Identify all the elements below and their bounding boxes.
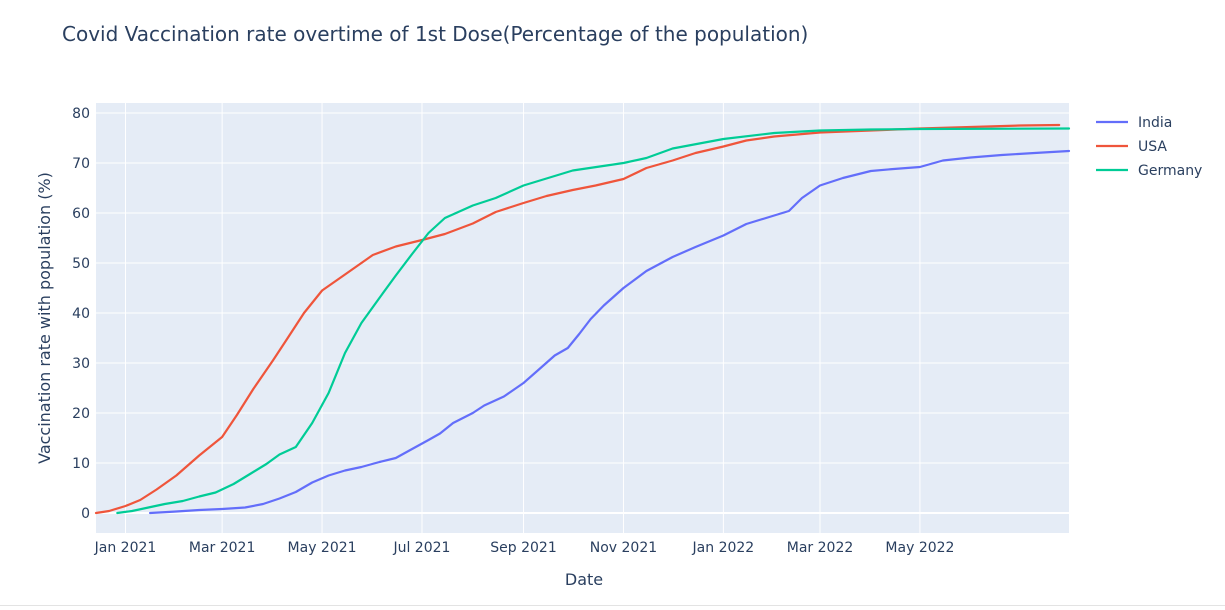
x-axis-title: Date — [565, 570, 603, 589]
x-tick-label: May 2021 — [288, 540, 357, 556]
legend-label: Germany — [1138, 163, 1202, 179]
y-tick-label: 0 — [81, 506, 90, 522]
legend-label: USA — [1138, 139, 1167, 155]
x-tick-label: Jul 2021 — [392, 540, 450, 556]
y-tick-label: 70 — [72, 156, 90, 172]
x-tick-label: May 2022 — [885, 540, 954, 556]
y-tick-label: 80 — [72, 106, 90, 122]
gridlines — [96, 103, 1069, 533]
plot-area — [96, 103, 1069, 533]
legend-item-usa[interactable]: USA — [1096, 139, 1167, 155]
x-tick-label: Sep 2021 — [490, 540, 556, 556]
series-lines — [94, 123, 1071, 515]
y-tick-label: 30 — [72, 356, 90, 372]
x-tick-label: Jan 2021 — [94, 540, 157, 556]
series-line-germany — [116, 127, 1071, 515]
legend[interactable]: India USA Germany — [1096, 115, 1202, 179]
series-line-usa — [94, 123, 1061, 515]
y-tick-label: 40 — [72, 306, 90, 322]
y-axis-title: Vaccination rate with population (%) — [35, 172, 54, 464]
legend-item-india[interactable]: India — [1096, 115, 1172, 131]
x-tick-label: Jan 2022 — [692, 540, 755, 556]
y-tick-label: 60 — [72, 206, 90, 222]
y-tick-label: 20 — [72, 406, 90, 422]
x-tick-label: Nov 2021 — [590, 540, 657, 556]
x-tick-label: Mar 2022 — [787, 540, 854, 556]
legend-label: India — [1138, 115, 1172, 131]
legend-item-germany[interactable]: Germany — [1096, 163, 1202, 179]
y-tick-label: 10 — [72, 456, 90, 472]
series-line-india — [149, 149, 1071, 515]
y-tick-label: 50 — [72, 256, 90, 272]
axis-ticks: 0 10 20 30 40 50 60 70 80 Jan 2021 Mar 2021 May 202… — [72, 106, 954, 556]
x-tick-label: Mar 2021 — [189, 540, 256, 556]
chart-title: Covid Vaccination rate overtime of 1st D… — [62, 22, 808, 46]
